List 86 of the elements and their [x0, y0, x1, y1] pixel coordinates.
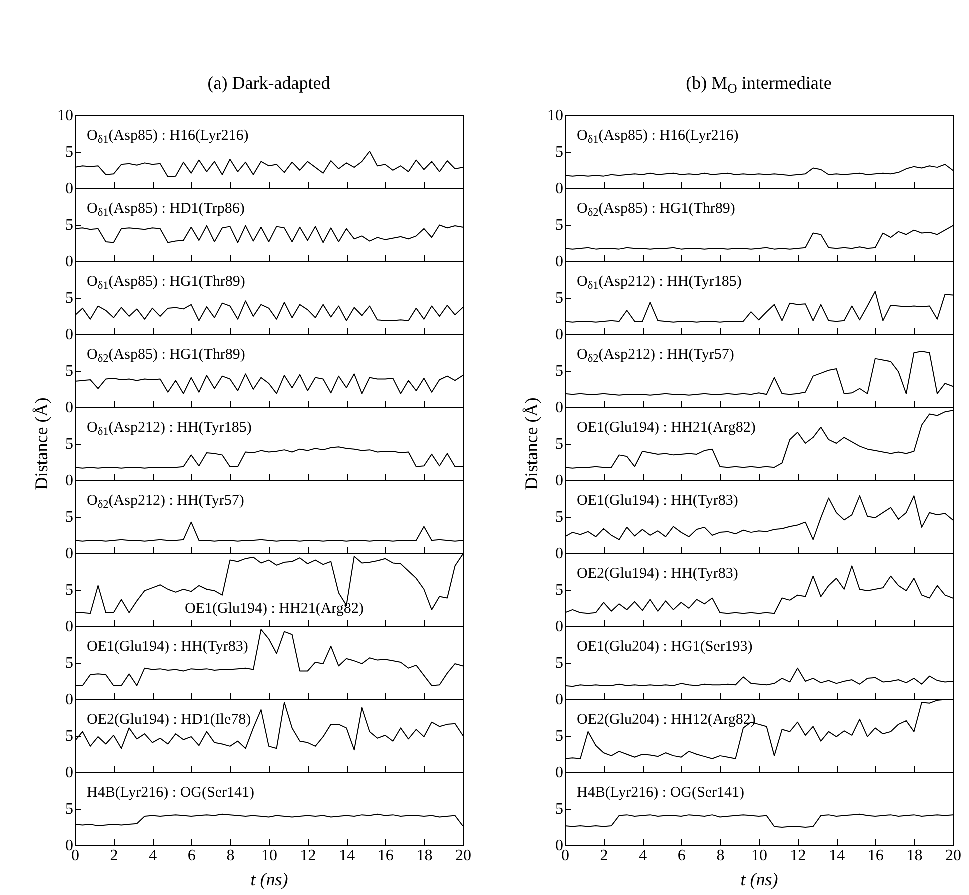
x-tick-label: 10	[262, 848, 278, 864]
y-tick-label: 0	[556, 692, 564, 708]
y-tick-label: 5	[66, 144, 74, 161]
y-tick-label: 0	[66, 254, 74, 270]
y-tick-label: 10	[58, 108, 74, 124]
y-tick-label: 0	[66, 180, 74, 198]
annotation: H4B(Lyr216) : OG(Ser141)	[87, 785, 254, 801]
y-tick-label: 0	[556, 764, 564, 782]
y-tick-label: 0	[66, 400, 74, 416]
x-tick-label: 8	[716, 848, 725, 864]
annotation: O$_{δ1}$(Asp85) : H16(Lyr216)	[87, 128, 249, 146]
x-tick-label: 18	[416, 848, 433, 864]
y-tick-label: 5	[66, 363, 74, 380]
annotation: O$_{δ2}$(Asp212) : HH(Tyr57)	[577, 347, 734, 366]
y-tick-label: 5	[66, 436, 74, 453]
annotation: O$_{δ1}$(Asp212) : HH(Tyr185)	[87, 420, 252, 438]
x-tick-label: 18	[906, 848, 923, 864]
y-tick-label: 0	[66, 764, 74, 782]
y-axis-title: Distance (Å)	[522, 398, 542, 490]
x-tick-label: 10	[752, 848, 768, 864]
y-tick-label: 5	[556, 217, 564, 234]
y-tick-label: 5	[66, 217, 74, 234]
y-axis-title: Distance (Å)	[32, 398, 52, 490]
annotation: O$_{δ2}$(Asp85) : HG1(Thr89)	[87, 347, 246, 366]
y-tick-label: 5	[556, 582, 564, 599]
y-tick-label: 0	[556, 472, 564, 490]
y-tick-label: 5	[66, 728, 74, 745]
x-tick-label: 8	[226, 848, 235, 864]
y-tick-label: 5	[66, 509, 74, 526]
x-axis-title: t (ns)	[740, 870, 778, 890]
y-tick-label: 0	[66, 472, 74, 490]
y-tick-label: 5	[556, 509, 564, 526]
y-tick-label: 5	[66, 655, 74, 672]
y-tick-label: 0	[556, 326, 564, 344]
x-tick-label: 4	[639, 848, 648, 864]
x-tick-label: 14	[829, 848, 846, 864]
x-tick-label: 20	[946, 848, 962, 864]
x-tick-label: 2	[600, 848, 608, 864]
y-tick-label: 0	[556, 618, 564, 636]
annotation: O$_{δ1}$(Asp85) : H16(Lyr216)	[577, 128, 739, 146]
y-tick-label: 0	[66, 546, 74, 562]
x-tick-label: 4	[149, 848, 158, 864]
x-tick-label: 14	[339, 848, 356, 864]
x-tick-label: 6	[188, 848, 196, 864]
y-tick-label: 5	[556, 436, 564, 453]
annotation: O$_{δ1}$(Asp85) : HG1(Thr89)	[87, 274, 246, 292]
chart-title: (b) M$_{O}$ intermediate	[686, 73, 832, 96]
annotation: OE2(Glu194) : HH(Tyr83)	[577, 566, 738, 582]
y-tick-label: 5	[556, 655, 564, 672]
x-tick-label: 12	[300, 848, 316, 864]
annotation: O$_{δ1}$(Asp212) : HH(Tyr185)	[577, 274, 742, 292]
y-tick-label: 0	[556, 546, 564, 562]
x-tick-label: 6	[678, 848, 686, 864]
y-tick-label: 5	[556, 363, 564, 380]
annotation: O$_{δ2}$(Asp212) : HH(Tyr57)	[87, 493, 244, 512]
y-tick-label: 5	[66, 582, 74, 599]
y-tick-label: 10	[548, 108, 564, 124]
y-tick-label: 5	[66, 801, 74, 818]
y-tick-label: 0	[66, 692, 74, 708]
x-tick-label: 16	[378, 848, 394, 864]
y-tick-label: 0	[66, 326, 74, 344]
y-tick-label: 0	[556, 400, 564, 416]
x-tick-label: 20	[456, 848, 472, 864]
y-tick-label: 5	[556, 290, 564, 307]
annotation: OE1(Glu204) : HG1(Ser193)	[577, 639, 753, 655]
annotation: OE1(Glu194) : HH21(Arg82)	[185, 601, 364, 617]
y-tick-label: 0	[556, 180, 564, 198]
annotation: OE1(Glu194) : HH21(Arg82)	[577, 420, 756, 436]
x-axis-title: t (ns)	[250, 870, 288, 890]
annotation: OE1(Glu194) : HH(Tyr83)	[87, 639, 248, 655]
annotation: OE2(Glu194) : HD1(Ile78)	[87, 712, 252, 728]
x-tick-label: 2	[110, 848, 118, 864]
y-tick-label: 5	[556, 801, 564, 818]
annotation: H4B(Lyr216) : OG(Ser141)	[577, 785, 744, 801]
y-tick-label: 5	[556, 728, 564, 745]
x-tick-label: 12	[790, 848, 806, 864]
annotation: O$_{δ2}$(Asp85) : HG1(Thr89)	[577, 201, 736, 220]
annotation: OE1(Glu194) : HH(Tyr83)	[577, 493, 738, 509]
y-tick-label: 5	[66, 290, 74, 307]
y-tick-label: 5	[556, 144, 564, 161]
y-tick-label: 0	[556, 254, 564, 270]
x-tick-label: 16	[868, 848, 884, 864]
y-tick-label: 0	[66, 618, 74, 636]
annotation: O$_{δ1}$(Asp85) : HD1(Trp86)	[87, 201, 245, 220]
annotation: OE2(Glu204) : HH12(Arg82)	[577, 712, 756, 728]
chart-title: (a) Dark-adapted	[208, 73, 330, 93]
